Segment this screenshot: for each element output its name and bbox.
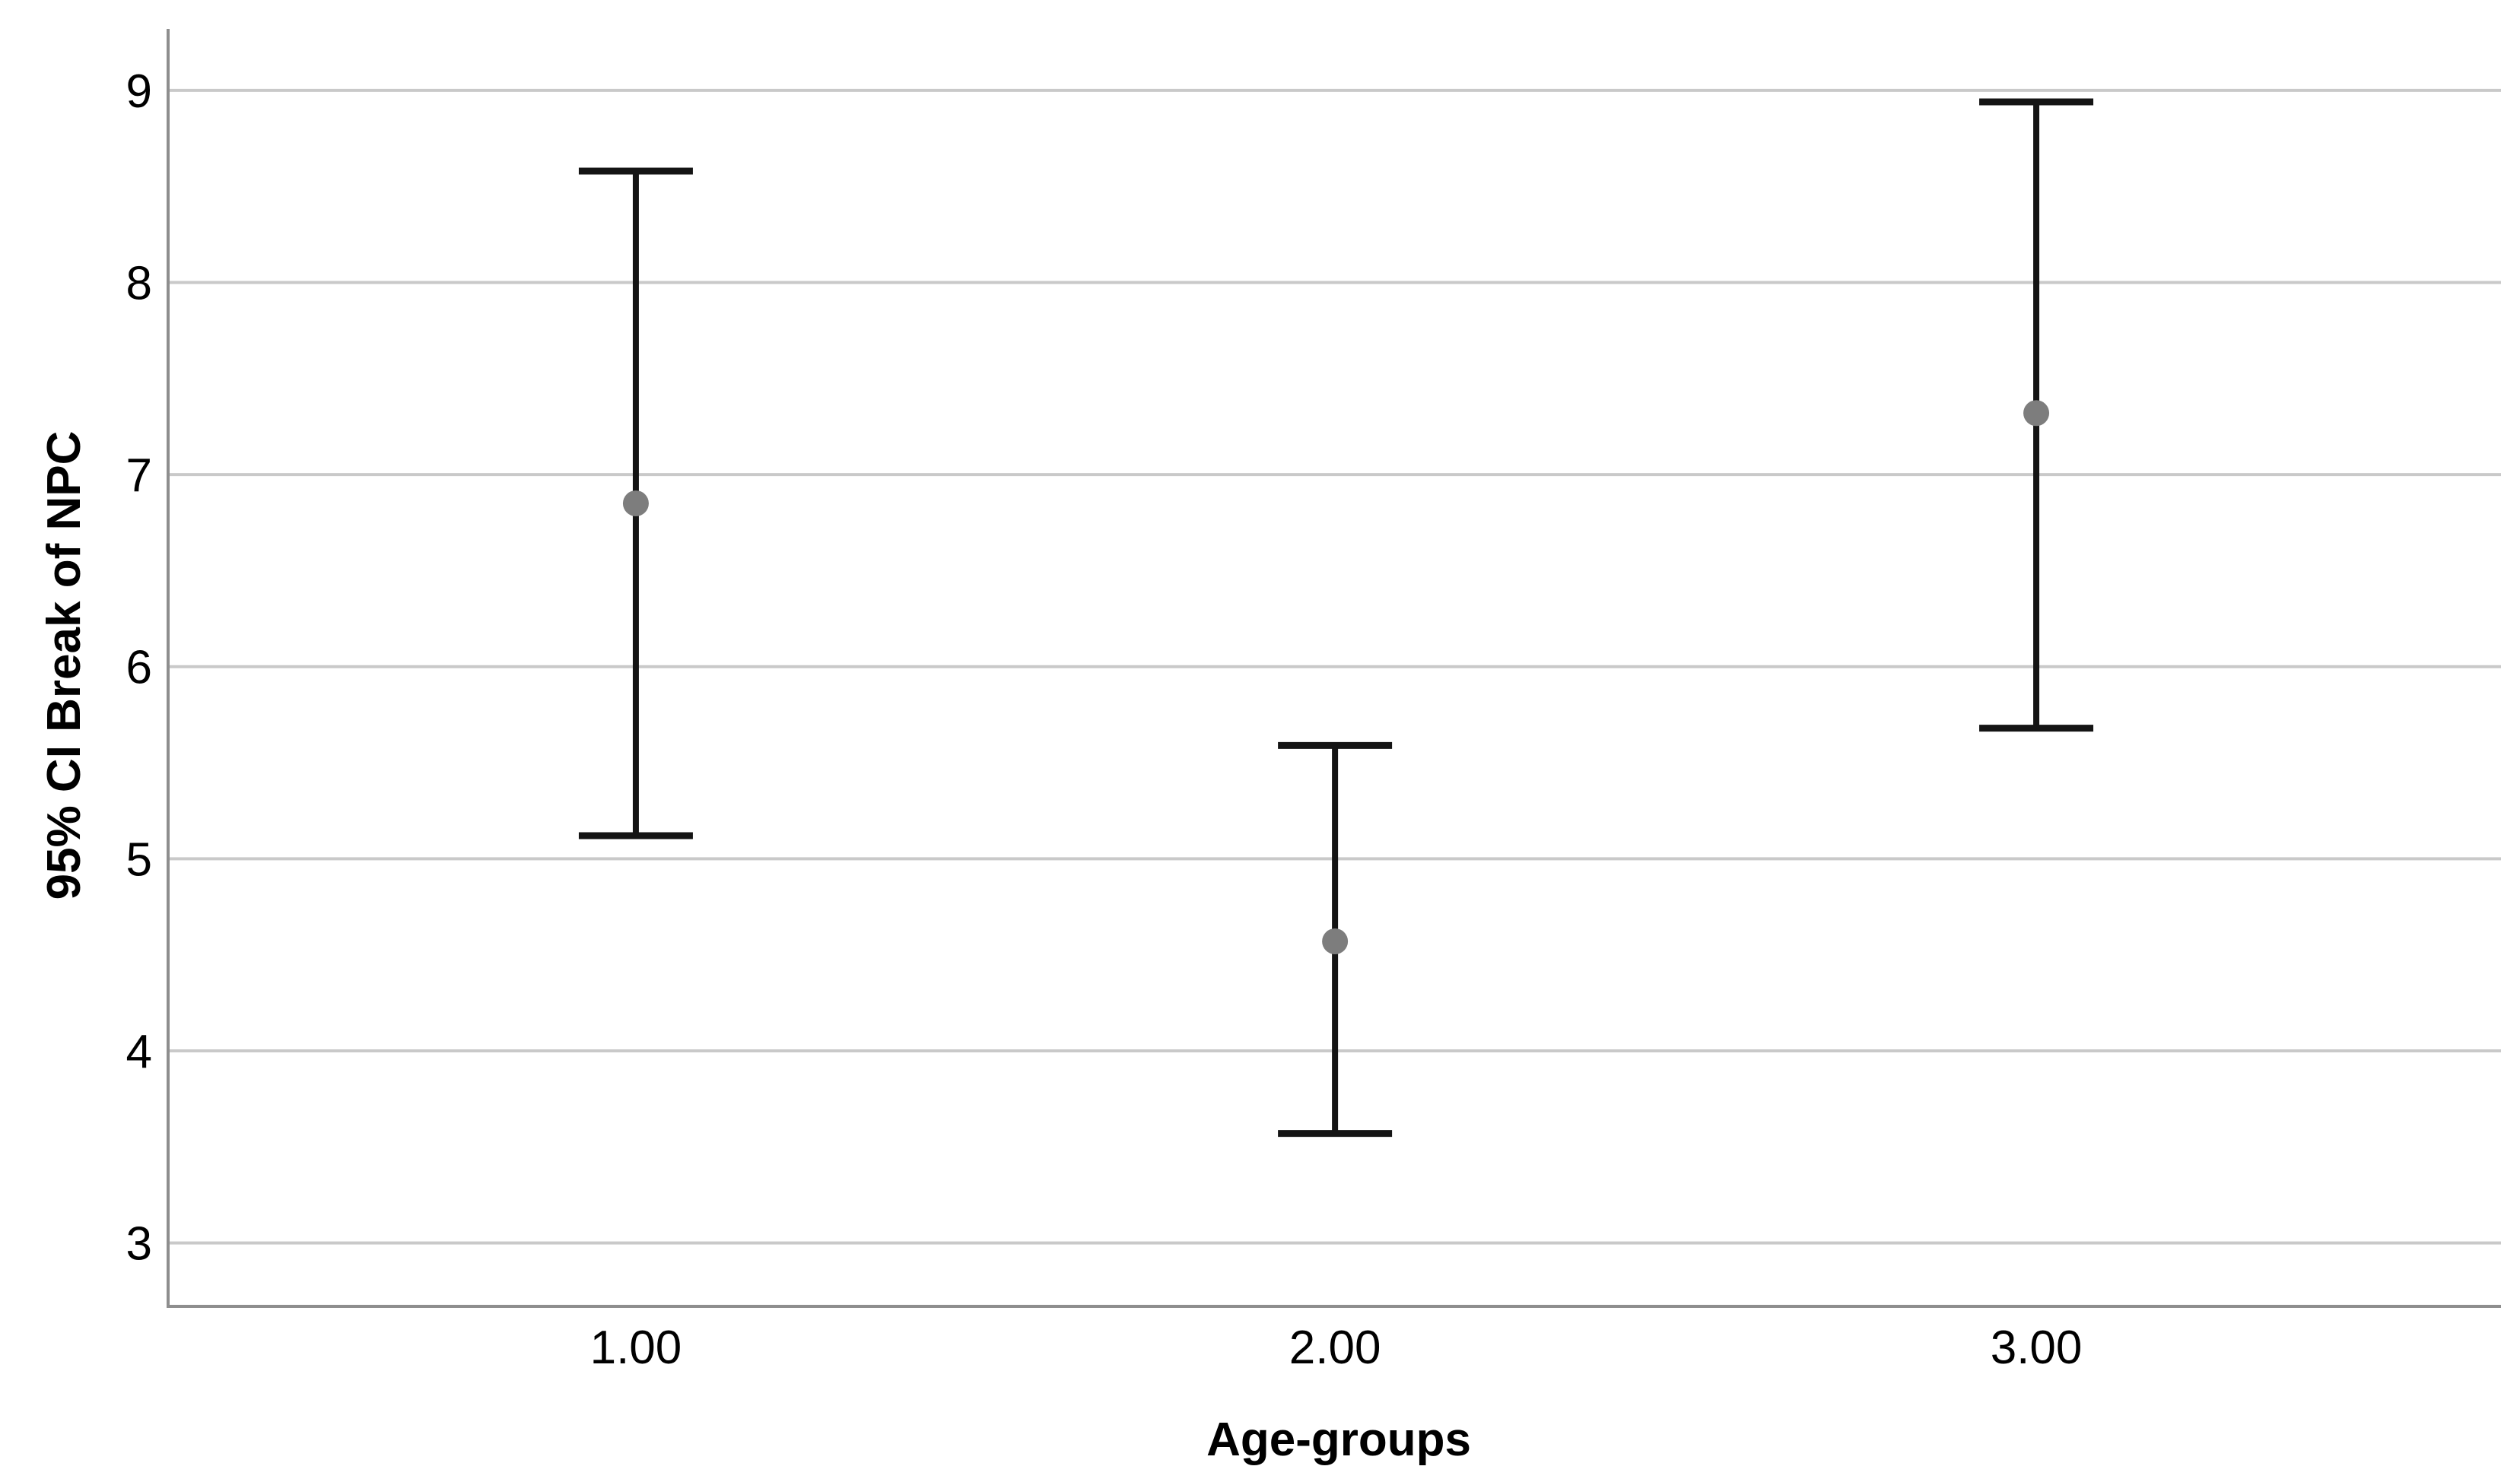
y-tick-label: 8 (126, 257, 152, 309)
y-tick-label: 9 (126, 65, 152, 118)
mean-dot (1322, 928, 1349, 954)
x-tick-label: 3.00 (1991, 1322, 2083, 1374)
y-tick-label: 5 (126, 833, 152, 886)
y-tick-label: 6 (126, 642, 152, 694)
x-tick-label: 1.00 (590, 1322, 682, 1374)
y-tick-label: 3 (126, 1218, 152, 1271)
y-axis-title: 95% CI Break of NPC (38, 430, 91, 900)
x-axis-title: Age-groups (1206, 1414, 1471, 1466)
y-tick-label: 4 (126, 1026, 152, 1078)
y-tick-label: 7 (126, 449, 152, 502)
mean-dot (622, 490, 649, 516)
mean-dot (2023, 400, 2050, 427)
x-tick-label: 2.00 (1289, 1322, 1381, 1374)
